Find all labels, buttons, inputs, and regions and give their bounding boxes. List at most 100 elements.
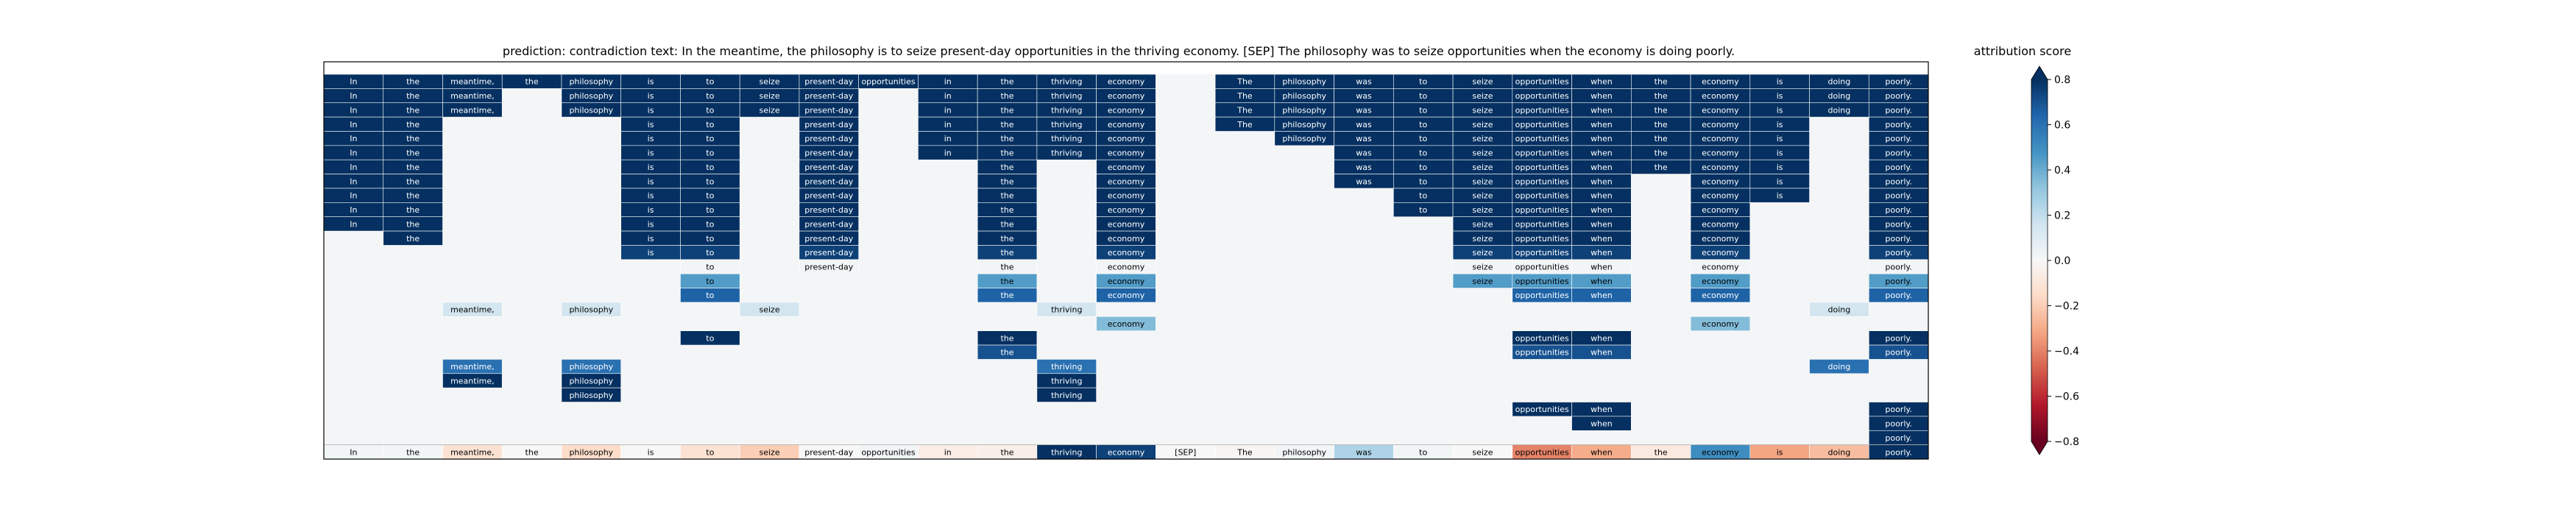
heatmap-label: the <box>1000 163 1013 172</box>
heatmap-label: the <box>406 134 420 143</box>
heatmap-label: the <box>1655 134 1668 143</box>
heatmap-label: when <box>1590 120 1613 129</box>
heatmap-label: poorly. <box>1885 277 1911 286</box>
summary-label: was <box>1356 447 1372 457</box>
heatmap-label: doing <box>1828 305 1851 315</box>
heatmap-label: in <box>944 134 952 143</box>
heatmap-cell <box>1096 288 1156 303</box>
heatmap-label: economy <box>1702 248 1739 258</box>
heatmap-label: meantime, <box>450 77 495 87</box>
heatmap-label: opportunities <box>1515 134 1569 143</box>
heatmap-label: economy <box>1702 77 1739 87</box>
heatmap-label: present-day <box>804 205 854 215</box>
heatmap-label: poorly. <box>1885 134 1911 143</box>
heatmap-label: philosophy <box>569 391 613 400</box>
heatmap-label: the <box>1655 91 1668 101</box>
heatmap-label: poorly. <box>1885 248 1911 258</box>
heatmap-label: is <box>648 120 654 129</box>
heatmap-label: to <box>1419 120 1427 129</box>
heatmap-label: In <box>350 149 357 158</box>
heatmap-label: In <box>350 105 357 115</box>
summary-label: The <box>1236 447 1253 457</box>
heatmap-label: poorly. <box>1885 91 1911 101</box>
heatmap-label: present-day <box>804 219 854 229</box>
heatmap-label: present-day <box>804 134 854 143</box>
heatmap-label: philosophy <box>569 105 613 115</box>
heatmap-label: is <box>648 105 654 115</box>
heatmap-label: economy <box>1108 177 1145 186</box>
heatmap-label: thriving <box>1051 120 1082 129</box>
colorbar-tick-label: −0.6 <box>2054 391 2079 403</box>
heatmap-label: is <box>648 219 654 229</box>
heatmap-label: when <box>1590 333 1613 343</box>
heatmap-label: to <box>1419 149 1427 158</box>
heatmap-label: philosophy <box>1282 91 1326 101</box>
heatmap-cell <box>680 288 740 303</box>
heatmap-label: when <box>1590 77 1613 87</box>
heatmap-label: doing <box>1828 105 1851 115</box>
heatmap-label: seize <box>1472 163 1493 172</box>
heatmap-label: present-day <box>804 105 854 115</box>
summary-label: the <box>526 447 539 457</box>
heatmap-label: poorly. <box>1885 333 1911 343</box>
heatmap-label: opportunities <box>1515 219 1569 229</box>
heatmap-label: In <box>350 120 357 129</box>
heatmap-label: is <box>1777 91 1783 101</box>
heatmap-label: seize <box>1472 77 1493 87</box>
heatmap-label: is <box>648 163 654 172</box>
heatmap-label: meantime, <box>450 376 495 386</box>
heatmap-label: present-day <box>804 149 854 158</box>
heatmap-label: to <box>706 177 714 186</box>
heatmap-label: philosophy <box>569 305 613 315</box>
heatmap-label: philosophy <box>1282 134 1326 143</box>
heatmap-label: is <box>648 234 654 244</box>
heatmap-label: to <box>706 134 714 143</box>
summary-label: present-day <box>804 447 854 457</box>
heatmap-label: economy <box>1702 91 1739 101</box>
summary-label: to <box>1419 447 1427 457</box>
heatmap-label: poorly. <box>1885 191 1911 201</box>
summary-label: poorly. <box>1885 447 1911 457</box>
heatmap-label: was <box>1356 177 1372 186</box>
heatmap-label: the <box>406 219 420 229</box>
heatmap-label: the <box>1000 149 1013 158</box>
heatmap-label: in <box>944 105 952 115</box>
heatmap-label: economy <box>1108 191 1145 201</box>
heatmap-label: when <box>1590 205 1613 215</box>
heatmap-label: poorly. <box>1885 149 1911 158</box>
heatmap-label: meantime, <box>450 362 495 372</box>
heatmap-label: is <box>648 177 654 186</box>
heatmap-label: present-day <box>804 163 854 172</box>
heatmap-label: opportunities <box>1515 234 1569 244</box>
heatmap-label: to <box>1419 177 1427 186</box>
heatmap-label: opportunities <box>1515 163 1569 172</box>
heatmap-cell <box>1690 316 1751 331</box>
heatmap-label: when <box>1590 248 1613 258</box>
heatmap-label: economy <box>1702 120 1739 129</box>
heatmap-label: economy <box>1108 77 1145 87</box>
heatmap-label: present-day <box>804 248 854 258</box>
colorbar-tick-label: 0.8 <box>2054 74 2070 86</box>
heatmap-label: In <box>350 77 357 87</box>
summary-label: opportunities <box>1515 447 1569 457</box>
summary-label: when <box>1590 447 1613 457</box>
heatmap-label: the <box>406 177 420 186</box>
summary-label: economy <box>1702 447 1739 457</box>
heatmap-label: doing <box>1828 91 1851 101</box>
colorbar-tick-label: −0.8 <box>2054 436 2079 448</box>
heatmap-label: poorly. <box>1885 163 1911 172</box>
heatmap-label: The <box>1236 120 1253 129</box>
heatmap-label: the <box>1655 149 1668 158</box>
heatmap-label: the <box>1000 248 1013 258</box>
heatmap-label: to <box>706 248 714 258</box>
heatmap-label: when <box>1590 419 1613 429</box>
heatmap-label: when <box>1590 348 1613 358</box>
heatmap-frame <box>323 61 1929 460</box>
heatmap-label: economy <box>1108 277 1145 286</box>
heatmap-label: when <box>1590 405 1613 414</box>
heatmap-label: economy <box>1108 163 1145 172</box>
heatmap-label: economy <box>1108 263 1145 272</box>
heatmap-label: the <box>1655 77 1668 87</box>
heatmap-cell <box>1809 359 1869 374</box>
heatmap-label: economy <box>1108 219 1145 229</box>
